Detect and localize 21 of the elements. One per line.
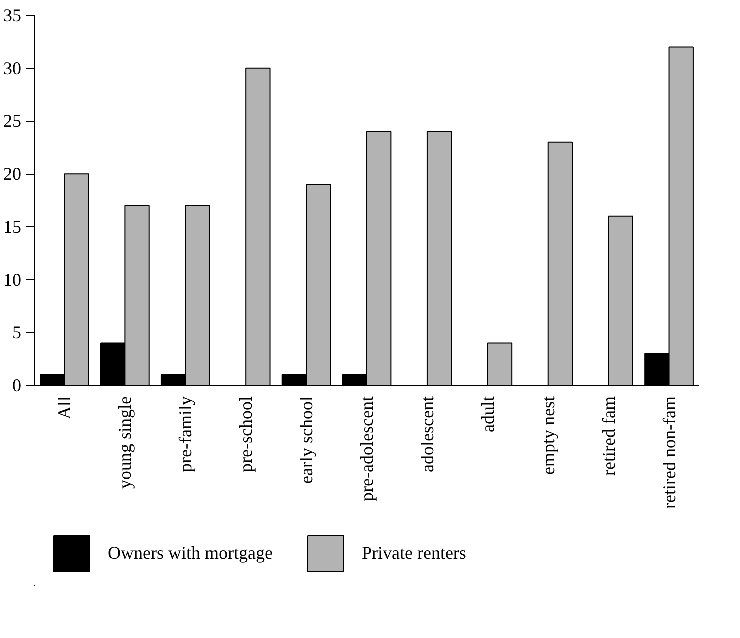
x-tick-label: pre-adolescent	[357, 396, 377, 502]
y-tick-label: 10	[4, 270, 22, 290]
x-tick-label: empty nest	[538, 396, 558, 475]
y-tick-label: 5	[12, 322, 22, 343]
y-tick-label: 30	[4, 58, 22, 78]
x-tick-label: pre-family	[176, 396, 196, 472]
y-tick-label: 15	[4, 216, 22, 237]
y-tick-label: 25	[4, 111, 22, 132]
y-tick-label: 20	[4, 164, 22, 184]
legend-label: Owners with mortgage	[108, 542, 273, 565]
x-tick-label: retired fam	[598, 396, 619, 476]
y-tick-label: 0	[12, 376, 22, 396]
y-tick-label: 35	[4, 6, 22, 26]
x-tick-label: All	[54, 396, 75, 420]
x-tick-label: pre-school	[236, 396, 256, 472]
x-tick-label: retired non-fam	[659, 396, 680, 509]
x-tick-label: young single	[115, 396, 136, 489]
x-tick-label: adult	[478, 396, 498, 432]
x-tick-label: early school	[296, 396, 317, 484]
legend-label: Private renters	[362, 542, 466, 565]
x-tick-label: adolescent	[417, 396, 438, 472]
